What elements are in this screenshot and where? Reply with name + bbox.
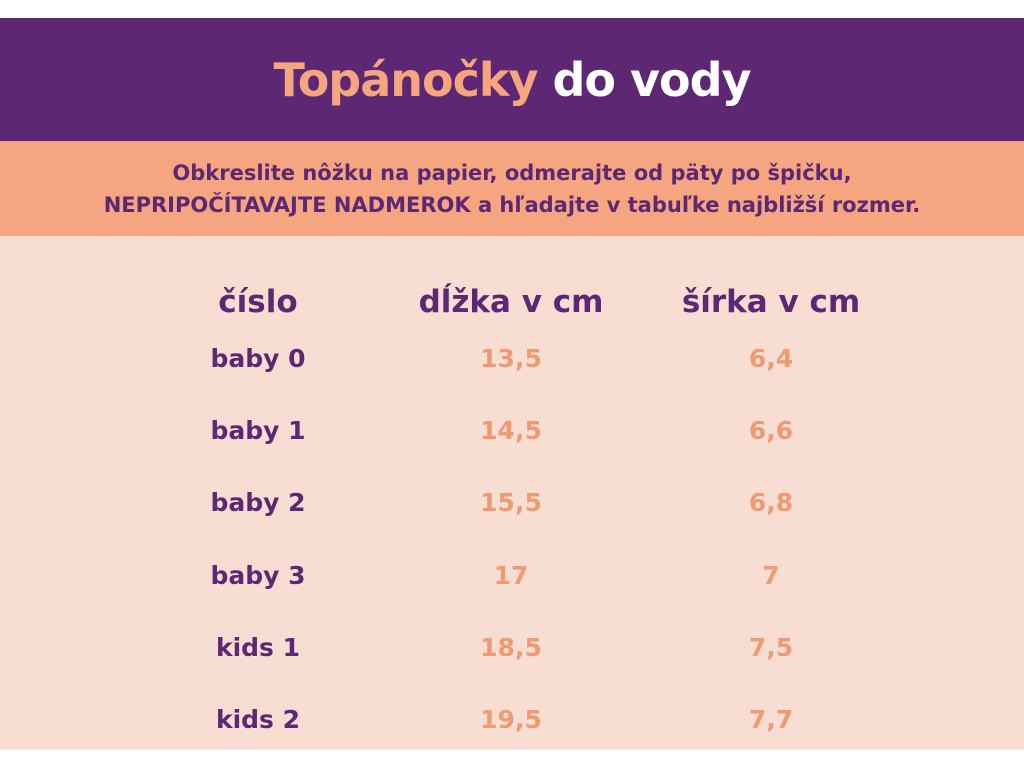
title-band: Topánočky do vody	[0, 18, 1024, 141]
size-cell: kids 1	[215, 633, 301, 662]
width-cell: 6,8	[748, 488, 794, 517]
width-cell: 6,4	[748, 344, 794, 373]
table-header-row: číslo dĺžka v cm šírka v cm	[0, 282, 1024, 322]
table-row: baby 3 17 7	[0, 556, 1024, 596]
length-cell: 13,5	[480, 344, 542, 373]
size-cell: baby 0	[210, 344, 306, 373]
table-row: baby 0 13,5 6,4	[0, 339, 1024, 379]
size-cell: baby 3	[210, 561, 306, 590]
table-row: baby 2 15,5 6,8	[0, 483, 1024, 523]
title-accent: Topánočky	[273, 52, 538, 107]
title-rest: do vody	[552, 52, 752, 107]
length-cell: 19,5	[480, 705, 542, 734]
table-row: kids 2 19,5 7,7	[0, 700, 1024, 740]
header-width: šírka v cm	[681, 284, 861, 320]
table-row: baby 1 14,5 6,6	[0, 411, 1024, 451]
width-cell: 7,5	[748, 633, 794, 662]
size-chart-card: Topánočky do vody Obkreslite nôžku na pa…	[0, 18, 1024, 750]
length-cell: 15,5	[480, 488, 542, 517]
length-cell: 14,5	[480, 416, 542, 445]
header-length: dĺžka v cm	[418, 284, 604, 320]
width-cell: 6,6	[748, 416, 794, 445]
size-table: číslo dĺžka v cm šírka v cm baby 0 13,5 …	[0, 236, 1024, 750]
width-cell: 7	[762, 561, 780, 590]
header-size: číslo	[218, 284, 298, 320]
length-cell: 18,5	[480, 633, 542, 662]
instruction-band: Obkreslite nôžku na papier, odmerajte od…	[0, 141, 1024, 236]
width-cell: 7,7	[748, 705, 794, 734]
page-title: Topánočky do vody	[273, 52, 752, 107]
instruction-line-1: Obkreslite nôžku na papier, odmerajte od…	[172, 160, 852, 185]
size-cell: kids 2	[215, 705, 301, 734]
table-row: kids 1 18,5 7,5	[0, 628, 1024, 668]
length-cell: 17	[493, 561, 529, 590]
size-cell: baby 2	[210, 488, 306, 517]
size-cell: baby 1	[210, 416, 306, 445]
instruction-line-2: NEPRIPOČÍTAVAJTE NADMEROK a hľadajte v t…	[103, 192, 921, 217]
